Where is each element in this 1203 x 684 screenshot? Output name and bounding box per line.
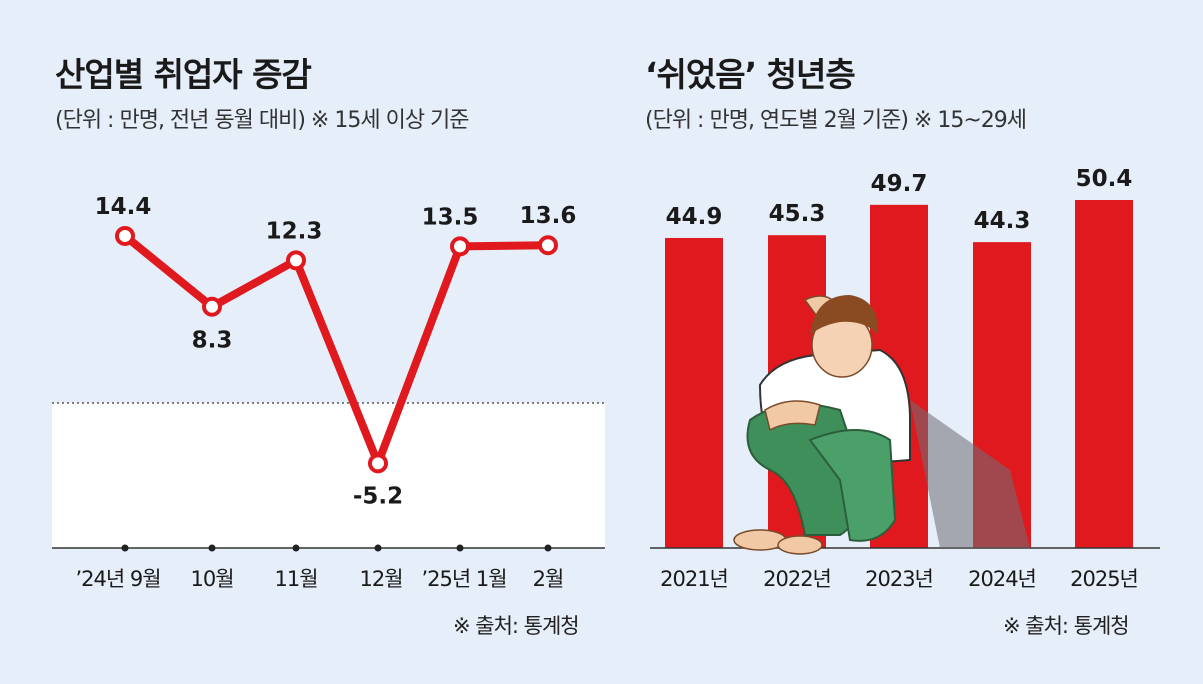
data-point (450, 236, 470, 257)
x-tick-label: 2024년 (968, 567, 1036, 591)
x-tick (121, 544, 129, 552)
data-label: 14.4 (95, 194, 152, 220)
data-label: 13.5 (422, 204, 479, 230)
x-tick-label: 2021년 (660, 567, 728, 591)
sitting-young-man-figure (733, 295, 1030, 555)
bar (665, 237, 723, 548)
bar-value-label: 49.7 (871, 171, 928, 197)
right-chart-panel: ‘쉬었음’ 청년층 (단위 : 만명, 연도별 2월 기준) ※ 15~29세 … (610, 0, 1203, 684)
data-label: 13.6 (520, 203, 577, 229)
data-point (368, 453, 388, 474)
line-chart: ’24년 9월 10월 11월 12월 ’25년 1월 2월 14.4 8.3 12.3 -5.2… (52, 194, 605, 591)
data-label: 12.3 (266, 218, 323, 244)
data-point (538, 235, 558, 256)
data-point (286, 250, 306, 271)
x-tick-label: 2월 (533, 567, 564, 591)
negative-area (52, 403, 605, 548)
pants-right-leg (808, 429, 897, 542)
figure-shadow (910, 400, 1030, 548)
right-chart-subtitle: (단위 : 만명, 연도별 2월 기준) ※ 15~29세 (645, 108, 1027, 133)
x-tick (208, 544, 216, 552)
x-tick-label: 11월 (274, 567, 317, 591)
data-point (115, 225, 135, 246)
data-label: 8.3 (192, 328, 233, 354)
left-chart-source: ※ 출처: 통계청 (453, 614, 580, 638)
left-chart-title: 산업별 취업자 증감 (55, 55, 312, 94)
bar-value-label: 44.3 (974, 208, 1031, 234)
x-tick-label: 10월 (190, 567, 233, 591)
hair (810, 295, 879, 335)
right-foot (777, 535, 823, 555)
data-label: -5.2 (353, 483, 403, 509)
right-chart-title: ‘쉬었음’ 청년층 (645, 55, 856, 94)
x-tick-label: ’24년 9월 (75, 567, 160, 591)
x-tick-label: 12월 (359, 567, 402, 591)
bar (1075, 200, 1133, 548)
crossed-arm (764, 400, 821, 432)
right-chart-source: ※ 출처: 통계청 (1003, 614, 1130, 638)
x-tick-label: 2025년 (1070, 567, 1138, 591)
x-tick-label: ’25년 1월 (421, 567, 506, 591)
x-tick-label: 2023년 (865, 567, 933, 591)
bar-value-label: 50.4 (1076, 166, 1133, 192)
x-tick (456, 544, 464, 552)
bar-value-label: 45.3 (769, 201, 826, 227)
bar-value-label: 44.9 (666, 204, 723, 230)
left-chart-subtitle: (단위 : 만명, 전년 동월 대비) ※ 15세 이상 기준 (55, 108, 470, 133)
x-tick (374, 544, 382, 552)
x-tick (292, 544, 300, 552)
bar-chart: 44.9 2021년 45.3 2022년 49.7 2023년 44.3 2024년 50.4… (650, 166, 1160, 591)
series-line (121, 231, 552, 468)
x-tick-label: 2022년 (763, 567, 831, 591)
x-tick (544, 544, 552, 552)
data-point (202, 296, 222, 317)
left-chart-panel: 산업별 취업자 증감 (단위 : 만명, 전년 동월 대비) ※ 15세 이상 … (52, 55, 605, 638)
